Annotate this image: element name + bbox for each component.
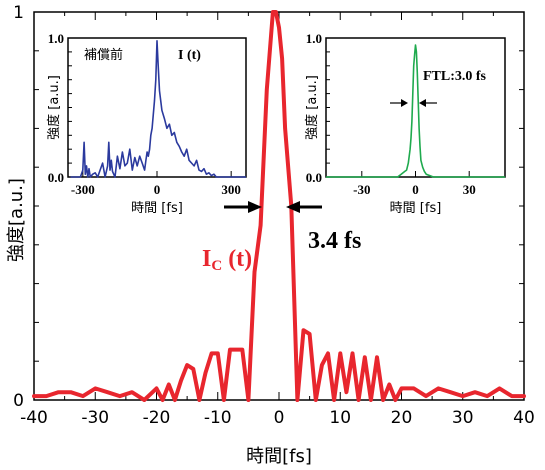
x-tick-label: 10 — [329, 408, 351, 428]
inset-left-title-left: 補償前 — [84, 47, 123, 63]
y-tick-label: 1 — [13, 3, 24, 23]
inset-right: -30 0 30 0.0 1.0 時間 [fs] 強度 [a.u.] FTL:3.0 fs — [304, 31, 506, 216]
inset-left-x-tick-label: -300 — [71, 182, 95, 197]
x-tick-label: 0 — [274, 408, 285, 428]
inset-left-x-axis-label: 時間 [fs] — [131, 201, 183, 216]
inset-right-x-axis-label: 時間 [fs] — [390, 201, 442, 216]
inset-right-fwhm-arrowhead-left — [401, 99, 408, 107]
width-arrowhead-left — [248, 201, 262, 213]
series-ic-label-suffix: (t) — [222, 246, 252, 272]
x-tick-label: -30 — [81, 408, 109, 428]
inset-right-y-tick-label: 1.0 — [306, 31, 322, 46]
x-tick-label: 40 — [513, 408, 535, 428]
inset-left-series-line — [70, 40, 246, 178]
y-axis-label: 強度[a.u.] — [6, 178, 27, 262]
series-ic-label-sub: C — [211, 258, 222, 274]
inset-right-x-tick-label: 0 — [412, 182, 419, 197]
inset-left-x-tick-label: 300 — [221, 182, 241, 197]
series-ic-line — [32, 10, 526, 402]
inset-right-series-line — [326, 44, 505, 178]
x-tick-label: 30 — [452, 408, 474, 428]
x-tick-label: -10 — [204, 408, 232, 428]
width-arrowhead-right — [286, 201, 300, 213]
inset-right-y-tick-label: 0.0 — [306, 170, 322, 185]
inset-right-y-axis-label: 強度 [a.u.] — [304, 75, 320, 140]
inset-left-y-tick-label: 1.0 — [48, 31, 64, 46]
x-tick-label: 20 — [391, 408, 413, 428]
inset-right-x-tick-label: -30 — [353, 182, 370, 197]
inset-right-frame — [325, 37, 506, 178]
y-tick-label: 0 — [13, 391, 24, 411]
x-tick-label: -40 — [20, 408, 48, 428]
x-tick-label: -20 — [143, 408, 171, 428]
inset-left: -300 0 300 0.0 1.0 時間 [fs] 強度 [a.u.] 補償前 I (t) — [46, 31, 247, 216]
inset-left-y-axis-label: 強度 [a.u.] — [46, 75, 62, 140]
x-axis-label: 時間[fs] — [246, 446, 312, 467]
inset-left-title-right: I (t) — [178, 48, 201, 63]
inset-right-title-right: FTL:3.0 fs — [423, 69, 487, 84]
inset-left-x-tick-label: 0 — [154, 182, 161, 197]
inset-right-x-tick-label: 30 — [463, 182, 476, 197]
inset-right-fwhm-arrowhead-right — [419, 99, 426, 107]
series-ic-label-main: I — [202, 246, 211, 272]
inset-left-y-tick-label: 0.0 — [48, 170, 64, 185]
pulse-width-label: 3.4 fs — [308, 228, 361, 254]
series-ic-label: IC (t) — [202, 246, 252, 274]
